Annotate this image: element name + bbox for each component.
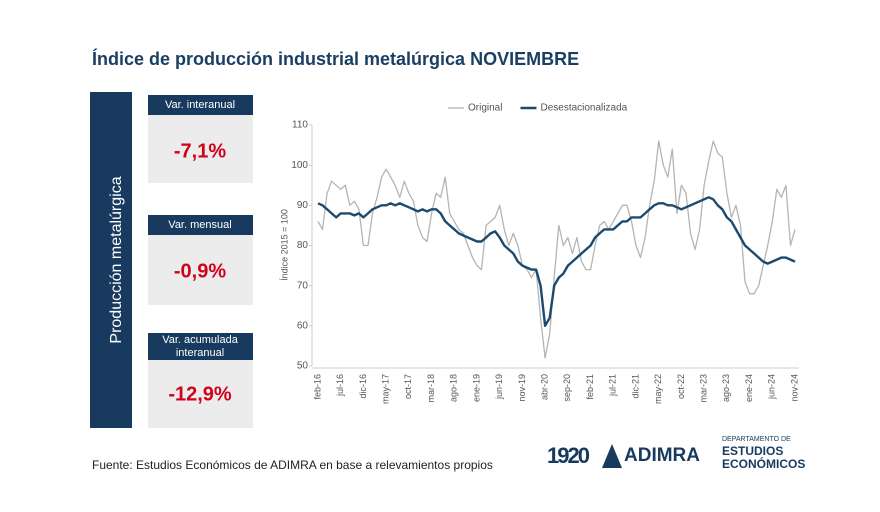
y-tick-label: 90 [297,200,309,211]
x-tick-label: oct-22 [676,374,686,399]
x-tick-label: mar-18 [426,374,436,403]
x-tick-label: ago-23 [721,374,731,402]
card-header [148,95,253,115]
card-body [148,115,253,183]
y-tick-label: 60 [297,320,309,331]
y-tick-label: 100 [291,160,308,171]
x-tick-label: jun-24 [767,374,777,400]
legend-label: Original [468,103,502,114]
x-tick-label: mar-23 [699,374,709,403]
x-tick-label: nov-24 [789,374,799,402]
side-bar [90,92,132,428]
logo-number: 1920 [547,443,590,468]
x-tick-label: jul-16 [335,374,345,397]
card-value: -7,1% [174,140,226,162]
card-value: -12,9% [168,383,232,405]
dept-line: ESTUDIOS [722,444,783,458]
card-label: Var. acumulada [162,334,239,346]
y-tick-label: 110 [292,120,308,131]
y-axis-label: Índice 2015 = 100 [279,209,289,281]
x-tick-label: ene-24 [744,374,754,402]
x-tick-label: may-22 [653,374,663,404]
x-tick-label: nov-19 [517,374,527,402]
logo-icon [602,444,622,468]
x-tick-label: ene-19 [471,374,481,402]
x-tick-label: feb-21 [585,374,595,400]
dept-line: ECONÓMICOS [722,456,805,471]
x-tick-label: oct-17 [403,374,413,399]
legend-label: Desestacionalizada [540,103,627,114]
dept-line: DEPARTAMENTO DE [722,436,791,443]
x-tick-label: dic-21 [630,374,640,399]
title: Índice de producción industrial metalúrg… [92,48,579,69]
y-tick-label: 50 [297,361,309,372]
series-line [317,196,796,327]
card-label: Var. interanual [165,99,235,111]
card-label: Var. mensual [168,219,231,231]
x-tick-label: sep-20 [562,374,572,402]
x-tick-label: feb-16 [312,374,322,400]
series-line [317,140,796,359]
x-tick-label: may-17 [381,374,391,404]
y-tick-label: 80 [297,240,309,251]
source: Fuente: Estudios Económicos de ADIMRA en… [92,458,493,472]
card-body [148,235,253,305]
card-header [148,333,253,360]
card-label: interanual [176,347,224,359]
card-value: -0,9% [174,260,226,282]
x-tick-label: abr-20 [540,374,550,400]
side-label: Producción metalúrgica [108,176,125,343]
x-tick-label: jul-21 [608,374,618,397]
x-tick-label: jun-19 [494,374,504,400]
x-tick-label: ago-18 [449,374,459,402]
card-header [148,215,253,235]
logo-name: ADIMRA [624,445,700,466]
x-tick-label: dic-16 [358,374,368,399]
card-body [148,360,253,428]
y-tick-label: 70 [297,280,309,291]
